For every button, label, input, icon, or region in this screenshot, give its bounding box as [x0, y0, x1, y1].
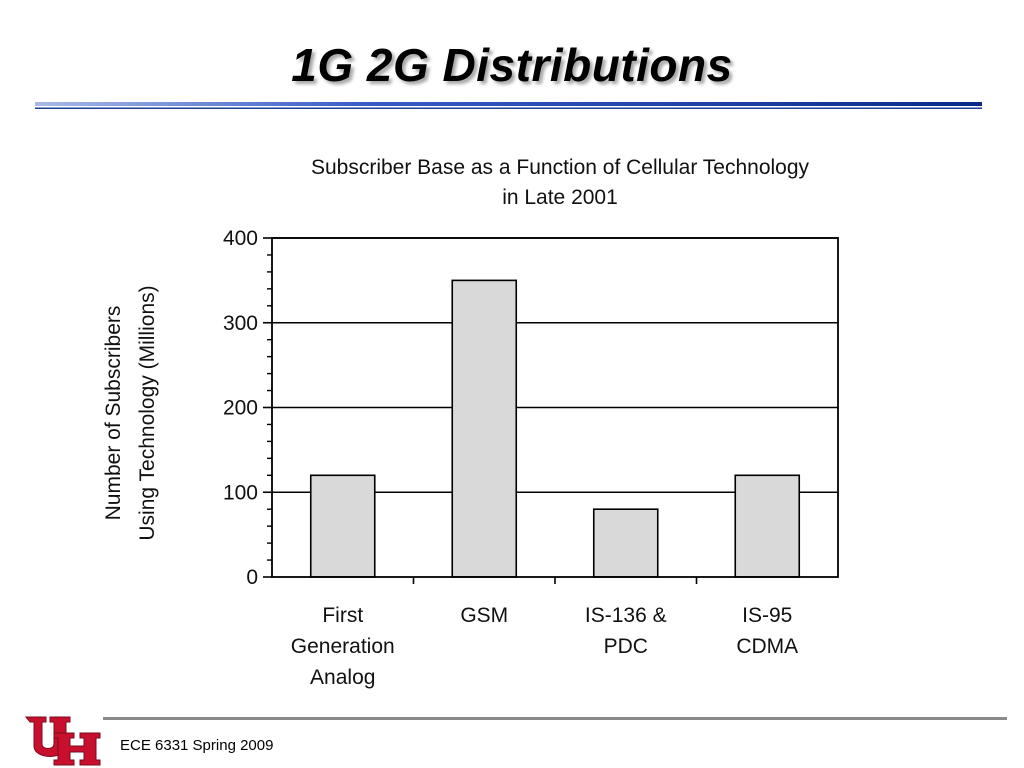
x-tick-label: IS-95 CDMA	[736, 604, 798, 658]
y-axis-title: Number of Subscribers Using Technology (…	[102, 285, 159, 540]
y-axis-label-line1: Number of Subscribers	[102, 306, 125, 521]
bar-1	[451, 279, 518, 578]
footer-divider	[103, 717, 1007, 720]
y-tick-label: 200	[223, 397, 258, 420]
bar-2	[592, 508, 659, 578]
footer-course-label: ECE 6331 Spring 2009	[120, 737, 274, 754]
x-tick-label: IS-136 & PDC	[585, 604, 667, 658]
x-tick-label: First Generation Analog	[291, 604, 395, 689]
chart-title: Subscriber Base as a Function of Cellula…	[311, 156, 810, 179]
bars	[309, 279, 801, 578]
grid-lines	[272, 237, 838, 494]
y-tick-label: 300	[223, 312, 258, 335]
bar-3	[734, 474, 801, 578]
uh-logo-icon	[24, 716, 101, 766]
bar-0	[309, 474, 376, 578]
y-tick-label: 0	[246, 566, 258, 589]
slide-title: 1G 2G Distributions	[291, 39, 733, 91]
y-axis-label-line2: Using Technology (Millions)	[136, 285, 159, 540]
y-tick-label: 100	[223, 481, 258, 504]
chart-subtitle: in Late 2001	[502, 186, 618, 209]
x-tick-label: GSM	[460, 604, 508, 627]
title-divider	[35, 102, 982, 109]
y-tick-label: 400	[223, 227, 258, 250]
axes: 0 100 200 300 400 First Generation Analog GSM IS-…	[223, 227, 839, 689]
